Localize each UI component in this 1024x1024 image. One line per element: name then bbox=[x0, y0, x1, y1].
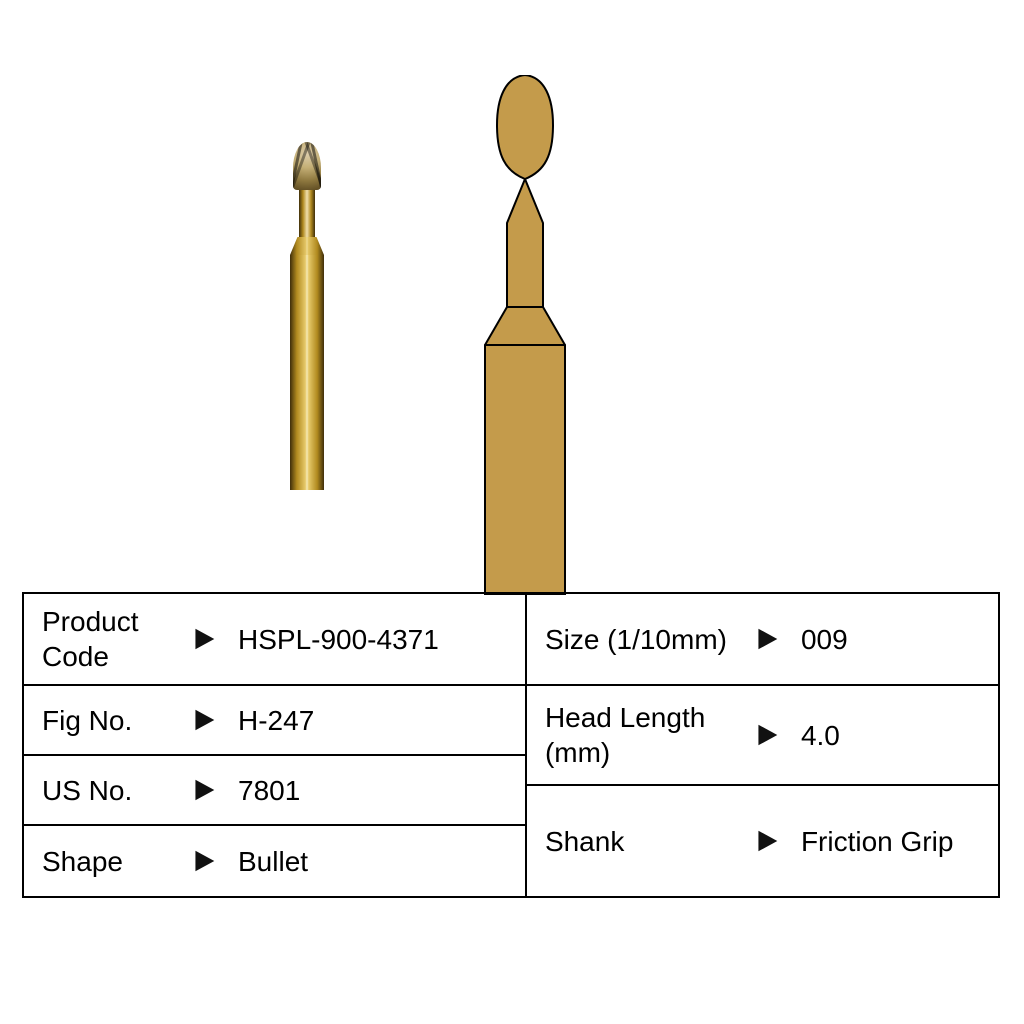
spec-value: 4.0 bbox=[793, 708, 848, 763]
spec-row: US No. 7801 bbox=[24, 756, 525, 826]
spec-label: Shape bbox=[24, 834, 184, 889]
triangle-right-icon bbox=[747, 829, 793, 853]
spec-label: Product Code bbox=[24, 594, 184, 684]
triangle-right-icon bbox=[184, 708, 230, 732]
triangle-right-icon bbox=[184, 778, 230, 802]
spec-row: Fig No. H-247 bbox=[24, 686, 525, 756]
spec-row: Shank Friction Grip bbox=[527, 786, 998, 896]
spec-label: US No. bbox=[24, 763, 184, 818]
spec-value: 009 bbox=[793, 612, 856, 667]
product-spec-card: Product Code HSPL-900-4371 Fig No. H-247… bbox=[0, 0, 1024, 1024]
spec-row: Shape Bullet bbox=[24, 826, 525, 896]
spec-row: Head Length (mm) 4.0 bbox=[527, 686, 998, 786]
triangle-right-icon bbox=[184, 627, 230, 651]
illustration-area bbox=[0, 0, 1024, 590]
spec-label: Fig No. bbox=[24, 693, 184, 748]
spec-label: Shank bbox=[527, 814, 747, 869]
spec-value: HSPL-900-4371 bbox=[230, 612, 447, 667]
spec-col-left: Product Code HSPL-900-4371 Fig No. H-247… bbox=[24, 594, 527, 896]
triangle-right-icon bbox=[184, 849, 230, 873]
spec-col-right: Size (1/10mm) 009 Head Length (mm) 4.0 S… bbox=[527, 594, 998, 896]
spec-value: H-247 bbox=[230, 693, 322, 748]
spec-value: Friction Grip bbox=[793, 814, 961, 869]
spec-label: Size (1/10mm) bbox=[527, 612, 747, 667]
product-diagram bbox=[455, 75, 595, 595]
triangle-right-icon bbox=[747, 723, 793, 747]
spec-value: 7801 bbox=[230, 763, 308, 818]
spec-value: Bullet bbox=[230, 834, 316, 889]
spec-label: Head Length (mm) bbox=[527, 690, 747, 780]
product-photo bbox=[285, 140, 329, 490]
spec-table: Product Code HSPL-900-4371 Fig No. H-247… bbox=[22, 592, 1000, 898]
triangle-right-icon bbox=[747, 627, 793, 651]
spec-row: Size (1/10mm) 009 bbox=[527, 594, 998, 686]
spec-row: Product Code HSPL-900-4371 bbox=[24, 594, 525, 686]
